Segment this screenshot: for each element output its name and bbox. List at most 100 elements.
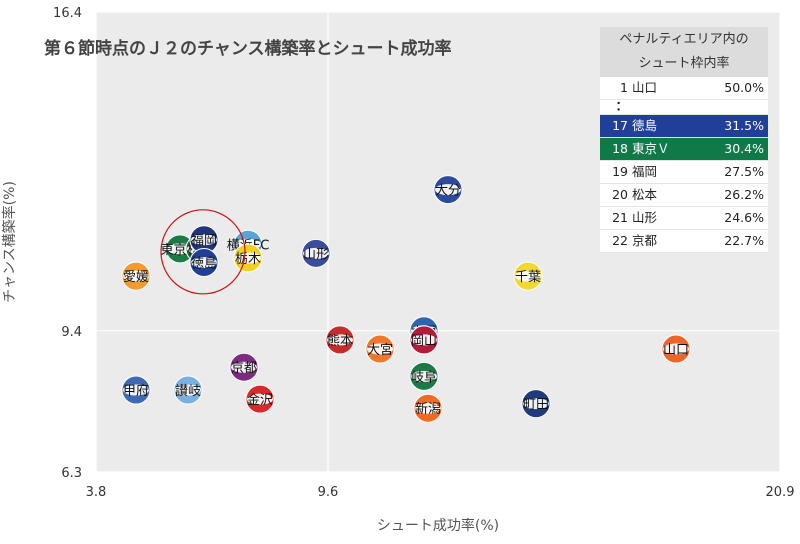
data-points: 大分東京Ｖ松本福岡徳島横浜FC栃木山形愛媛千葉水戸岡山熊本大宮山口京都岐阜甲府讃… xyxy=(121,175,691,423)
ranking-pct: 27.5% xyxy=(724,164,764,179)
ranking-rank: 18 xyxy=(612,141,628,156)
ranking-rank: 17 xyxy=(612,118,628,133)
chart-title: 第６節時点のＪ２のチャンス構築率とシュート成功率 xyxy=(44,38,452,59)
data-point-12: 熊本 xyxy=(325,325,355,355)
point-band-19 xyxy=(247,393,273,405)
point-band-20 xyxy=(415,402,441,414)
data-point-0: 大分 xyxy=(433,175,463,205)
ranking-row-5: 20 松本 26.2% xyxy=(600,184,768,207)
data-point-20: 新潟 xyxy=(413,393,443,423)
point-label-7: 山形 xyxy=(303,247,329,262)
x-axis-label: シュート成功率(%) xyxy=(377,517,499,534)
y-tick-label-0: 6.3 xyxy=(61,466,82,481)
ranking-row-7: 22 京都 22.7% xyxy=(600,230,768,253)
point-band-7 xyxy=(303,247,329,259)
data-point-3: 福岡 xyxy=(189,225,219,255)
point-label-19: 金沢 xyxy=(247,392,273,408)
ranking-name: 徳島 xyxy=(632,118,658,133)
data-point-4: 徳島 xyxy=(189,247,219,277)
ranking-rows: 1 山口 50.0% ： 17 徳島 31.5% 18 東京Ｖ 30.4% 19 福岡 27.5% 20 松… xyxy=(600,77,768,253)
data-point-19: 金沢 xyxy=(245,384,275,414)
data-point-15: 京都 xyxy=(229,352,259,382)
ranking-rank: 20 xyxy=(612,187,628,202)
point-label-6: 栃木 xyxy=(235,252,261,267)
y-tick-label-1: 9.4 xyxy=(61,325,82,340)
point-label-11: 岡山 xyxy=(411,334,437,349)
point-band-13 xyxy=(367,343,393,355)
point-label-17: 甲府 xyxy=(123,384,149,399)
ranking-row-0: 1 山口 50.0% xyxy=(600,77,768,100)
data-point-21: 町田 xyxy=(521,389,551,419)
point-label-13: 大宮 xyxy=(367,342,393,358)
ranking-row-2: 17 徳島 31.5% xyxy=(600,115,768,138)
ranking-header-line1: ペナルティエリア内の xyxy=(619,32,749,47)
data-point-18: 讃岐 xyxy=(173,375,203,405)
point-band-12 xyxy=(327,334,353,346)
data-point-8: 愛媛 xyxy=(121,261,151,291)
y-tick-label-2: 16.4 xyxy=(53,6,82,21)
point-band-17 xyxy=(123,384,149,396)
data-point-13: 大宮 xyxy=(365,334,395,364)
ranking-name: 東京Ｖ xyxy=(632,141,670,156)
axis-ticks: 3.8 9.6 20.9 6.3 9.4 16.4 xyxy=(53,6,794,500)
point-label-20: 新潟 xyxy=(415,401,441,417)
ranking-pct: 30.4% xyxy=(724,141,764,156)
point-label-9: 千葉 xyxy=(515,270,541,285)
data-point-14: 山口 xyxy=(661,334,691,364)
point-band-16 xyxy=(411,370,437,382)
ranking-pct: 22.7% xyxy=(724,233,764,248)
point-band-4 xyxy=(191,256,217,268)
ranking-rank: 21 xyxy=(612,210,628,225)
ranking-rank: ： xyxy=(615,98,628,113)
point-label-18: 讃岐 xyxy=(175,384,201,399)
point-band-6 xyxy=(235,252,261,264)
point-band-8 xyxy=(123,270,149,282)
ranking-row-4: 19 福岡 27.5% xyxy=(600,161,768,184)
point-label-4: 徳島 xyxy=(191,256,217,271)
ranking-name: 京都 xyxy=(632,233,658,248)
point-label-0: 大分 xyxy=(435,184,461,199)
ranking-row-3: 18 東京Ｖ 30.4% xyxy=(600,138,768,161)
ranking-row-1: ： xyxy=(600,98,768,115)
point-band-11 xyxy=(411,334,437,346)
data-point-17: 甲府 xyxy=(121,375,151,405)
ranking-name: 福岡 xyxy=(632,164,658,179)
ranking-name: 松本 xyxy=(632,187,658,202)
point-band-14 xyxy=(663,343,689,355)
data-point-6: 栃木 xyxy=(233,243,263,273)
ranking-rank: 1 xyxy=(620,80,628,95)
ranking-name xyxy=(632,100,764,114)
ranking-pct: 50.0% xyxy=(724,80,764,95)
ranking-name: 山形 xyxy=(632,210,658,225)
data-point-7: 山形 xyxy=(301,238,331,268)
point-band-21 xyxy=(523,398,549,410)
data-point-11: 岡山 xyxy=(409,325,439,355)
grid-lines xyxy=(95,11,781,473)
point-label-8: 愛媛 xyxy=(123,270,149,285)
ranking-panel-header: ペナルティエリア内の シュート枠内率 xyxy=(600,27,768,77)
point-band-3 xyxy=(191,234,217,246)
y-axis-label: チャンス構築率(%) xyxy=(1,181,18,303)
point-band-0 xyxy=(435,184,461,196)
data-point-9: 千葉 xyxy=(513,261,543,291)
x-tick-label-0: 3.8 xyxy=(86,485,107,500)
ranking-panel: ペナルティエリア内の シュート枠内率 1 山口 50.0% ： 17 徳島 31.5% 18 東… xyxy=(600,27,768,253)
data-point-16: 岐阜 xyxy=(409,361,439,391)
point-label-14: 山口 xyxy=(663,343,689,358)
x-tick-label-1: 9.6 xyxy=(318,485,339,500)
point-label-3: 福岡 xyxy=(191,234,217,249)
highlight-circle xyxy=(160,209,246,295)
point-label-16: 岐阜 xyxy=(411,369,437,385)
x-tick-label-2: 20.9 xyxy=(766,485,795,500)
ranking-name: 山口 xyxy=(632,80,658,95)
ranking-header-line2: シュート枠内率 xyxy=(638,56,730,71)
ranking-pct: 26.2% xyxy=(724,187,764,202)
point-band-15 xyxy=(231,361,257,373)
ranking-rank: 22 xyxy=(612,233,628,248)
ranking-row-6: 21 山形 24.6% xyxy=(600,207,768,230)
point-band-18 xyxy=(175,384,201,396)
point-label-12: 熊本 xyxy=(327,333,353,349)
ranking-pct: 24.6% xyxy=(724,210,764,225)
ranking-pct: 31.5% xyxy=(724,118,764,133)
point-label-21: 町田 xyxy=(523,398,549,413)
